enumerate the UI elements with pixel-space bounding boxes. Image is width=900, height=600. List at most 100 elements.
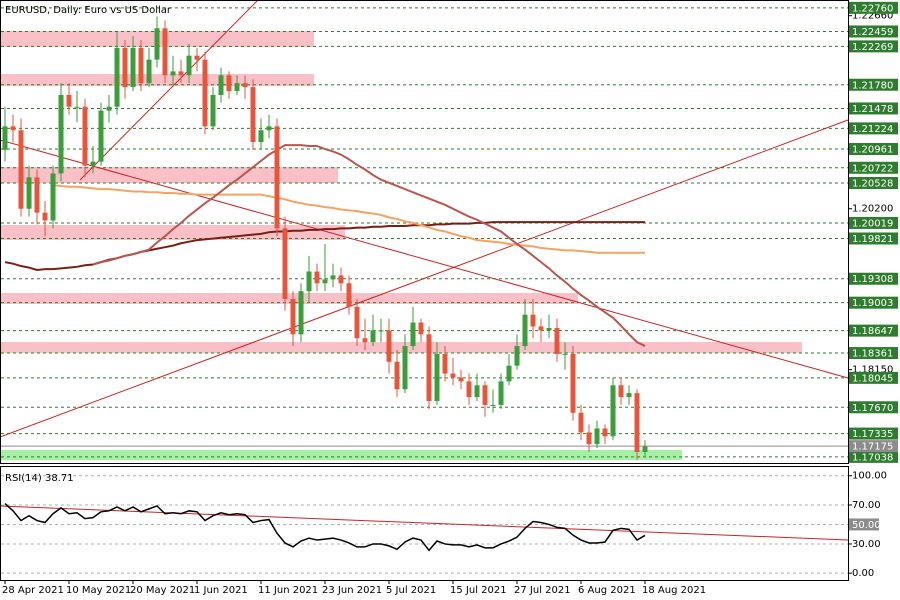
- candle-body: [490, 404, 496, 406]
- x-tick-label: 23 Jun 2021: [322, 585, 382, 596]
- candle-body: [170, 71, 176, 76]
- level-label-bg: [849, 161, 898, 174]
- zone: [1, 342, 802, 353]
- candle-body: [250, 87, 256, 143]
- level-label-bg: [849, 122, 898, 135]
- level-label-bg: [849, 401, 898, 414]
- candle-body: [26, 177, 32, 209]
- candle-body: [306, 271, 312, 292]
- highlight-tick-bg: [849, 518, 879, 531]
- candle-body: [162, 28, 168, 76]
- level-label-bg: [849, 40, 898, 53]
- y-tick-label: 50.00: [852, 520, 881, 531]
- level-label: 1.21224: [852, 124, 893, 135]
- x-tick-label: 27 Jul 2021: [514, 585, 571, 596]
- candle-body: [410, 322, 416, 347]
- candle-body: [18, 130, 24, 209]
- y-tick-label: 1.18150: [852, 365, 893, 376]
- candle-body: [338, 275, 344, 284]
- candle-body: [618, 385, 624, 398]
- candle-body: [394, 361, 400, 390]
- candle-body: [402, 346, 408, 390]
- candle-body: [362, 338, 368, 343]
- trendline: [79, 0, 259, 181]
- candle-body: [642, 446, 648, 453]
- plot-layer: [2, 16, 648, 552]
- x-tick-label: 6 Aug 2021: [578, 585, 636, 596]
- candle-body: [330, 275, 336, 280]
- level-label: 1.21478: [852, 104, 893, 115]
- candle-body: [138, 47, 144, 84]
- frame: [0, 0, 849, 581]
- candle-body: [450, 373, 456, 378]
- x-tick-label: 5 Jul 2021: [386, 585, 436, 596]
- candle-body: [98, 110, 104, 162]
- candle-body: [514, 346, 520, 366]
- level-label: 1.22760: [852, 3, 893, 14]
- candle-body: [482, 385, 488, 405]
- price-frame: [0, 0, 849, 464]
- level-label-bg: [849, 296, 898, 309]
- candle-body: [346, 283, 352, 307]
- x-tick-label: 28 Apr 2021: [2, 585, 64, 596]
- candle-body: [242, 83, 248, 88]
- candle-body: [130, 47, 136, 88]
- candle-body: [66, 94, 72, 107]
- level-label-bg: [849, 78, 898, 91]
- candle-body: [634, 393, 640, 453]
- candle-body: [122, 47, 128, 88]
- level-label-bg: [849, 371, 898, 384]
- candle-body: [50, 173, 56, 221]
- x-tick-label: 18 Aug 2021: [642, 585, 706, 596]
- y-tick-label: 100.00: [852, 471, 887, 482]
- level-label: 1.20528: [852, 179, 893, 190]
- x-tick-label: 20 May 2021: [130, 585, 195, 596]
- level-label: 1.18361: [852, 349, 893, 360]
- grid-layer: [1, 7, 848, 574]
- candle-body: [538, 326, 544, 331]
- candle-body: [58, 94, 64, 174]
- level-label-bg: [849, 324, 898, 337]
- zone: [1, 450, 682, 460]
- candle-body: [202, 59, 208, 127]
- candle-body: [10, 126, 16, 131]
- y-tick-label: 30.00: [852, 539, 881, 550]
- level-label: 1.21780: [852, 80, 893, 91]
- bid-label-bg: [849, 440, 898, 453]
- candle-body: [354, 306, 360, 339]
- level-label: 1.17670: [852, 403, 893, 414]
- candle-body: [218, 75, 224, 95]
- level-label-bg: [849, 25, 898, 38]
- candle-body: [370, 330, 376, 343]
- candle-body: [386, 330, 392, 362]
- moving-average: [52, 184, 645, 254]
- candle-body: [178, 71, 184, 76]
- candle-body: [82, 106, 88, 166]
- candle-body: [210, 94, 216, 127]
- candle-body: [562, 353, 568, 355]
- level-label-bg: [849, 102, 898, 115]
- level-label-bg: [849, 450, 898, 463]
- level-label: 1.19308: [852, 274, 893, 285]
- candle-body: [234, 83, 240, 92]
- candle-body: [498, 381, 504, 405]
- candle-body: [194, 55, 200, 60]
- y-tick-label: 0.00: [852, 568, 874, 579]
- candle-body: [226, 75, 232, 92]
- level-label-bg: [849, 143, 898, 156]
- candle-body: [522, 314, 528, 347]
- chart-title: EURUSD, Daily: Euro vs US Dollar: [5, 5, 172, 16]
- level-label: 1.20722: [852, 163, 893, 174]
- x-tick-label: 15 Jul 2021: [450, 585, 507, 596]
- level-label: 1.18045: [852, 373, 893, 384]
- candle-body: [290, 298, 296, 335]
- level-label: 1.17038: [852, 452, 893, 463]
- level-label: 1.19821: [852, 234, 893, 245]
- trendline: [0, 139, 849, 379]
- candle-body: [586, 432, 592, 445]
- candle-body: [418, 322, 424, 335]
- candle-body: [474, 385, 480, 398]
- candle-body: [266, 126, 272, 131]
